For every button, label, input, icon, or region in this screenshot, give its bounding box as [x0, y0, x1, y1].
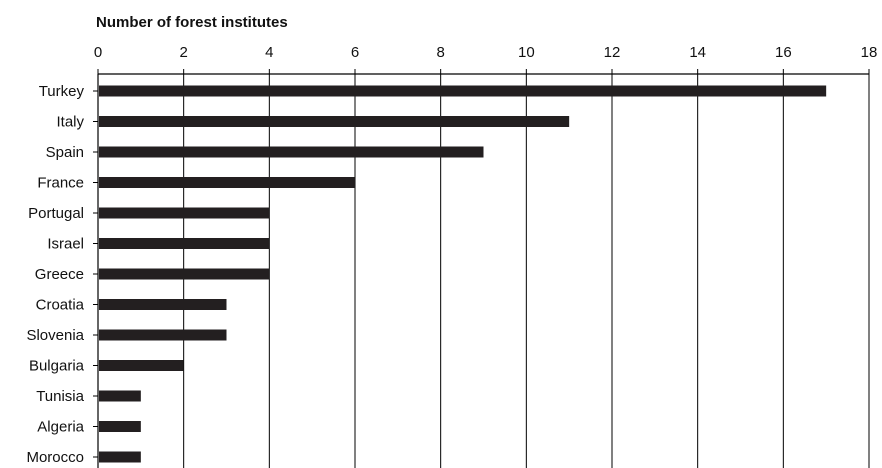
- y-category-label-bulgaria: Bulgaria: [29, 358, 85, 375]
- y-category-label-turkey: Turkey: [39, 83, 85, 100]
- x-tick-label-0: 0: [94, 44, 102, 61]
- bar-greece: [99, 268, 270, 280]
- y-category-label-spain: Spain: [46, 144, 84, 161]
- bar-tunisia: [99, 390, 141, 402]
- x-tick-label-18: 18: [861, 44, 878, 61]
- bar-france: [99, 177, 355, 188]
- x-tick-label-12: 12: [604, 44, 621, 61]
- bar-israel: [99, 238, 270, 249]
- y-category-label-italy: Italy: [56, 114, 84, 131]
- y-category-label-slovenia: Slovenia: [26, 327, 84, 344]
- y-category-label-morocco: Morocco: [26, 449, 84, 466]
- x-axis-ticks: 0 2 4 6 8 10 12 14 16 18: [94, 44, 878, 74]
- x-tick-label-4: 4: [265, 44, 273, 61]
- bar-morocco: [99, 451, 141, 463]
- y-category-label-israel: Israel: [47, 236, 84, 253]
- y-category-label-tunisia: Tunisia: [36, 388, 84, 405]
- bar-croatia: [99, 299, 227, 310]
- bar-turkey: [99, 85, 827, 97]
- bar-italy: [99, 116, 570, 127]
- y-axis-categories: Turkey Italy Spain France Portugal Israel Gree…: [26, 83, 98, 466]
- bar-slovenia: [99, 329, 227, 341]
- x-tick-label-16: 16: [775, 44, 792, 61]
- grid-lines: [183, 74, 870, 468]
- bar-algeria: [99, 421, 141, 432]
- bars: [99, 85, 827, 463]
- y-category-label-greece: Greece: [35, 266, 84, 283]
- chart-title: Number of forest institutes: [96, 14, 288, 31]
- y-category-label-croatia: Croatia: [36, 297, 85, 314]
- bar-portugal: [99, 207, 270, 219]
- y-category-label-algeria: Algeria: [37, 419, 84, 436]
- bar-bulgaria: [99, 360, 184, 371]
- y-category-label-portugal: Portugal: [28, 205, 84, 222]
- y-category-label-france: France: [37, 175, 84, 192]
- x-tick-label-8: 8: [436, 44, 444, 61]
- x-tick-label-10: 10: [518, 44, 535, 61]
- x-tick-label-14: 14: [689, 44, 706, 61]
- bar-spain: [99, 146, 484, 158]
- x-tick-label-6: 6: [351, 44, 359, 61]
- x-tick-label-2: 2: [179, 44, 187, 61]
